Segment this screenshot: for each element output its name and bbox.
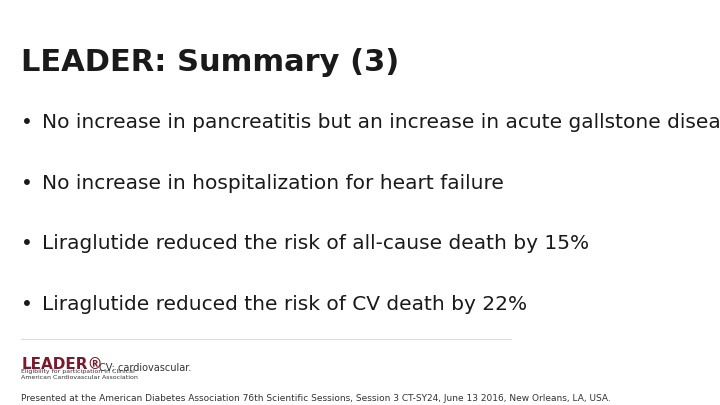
Text: LEADER: Summary (3): LEADER: Summary (3) — [22, 49, 400, 77]
Text: CV: cardiovascular.: CV: cardiovascular. — [99, 363, 191, 373]
Text: •: • — [22, 174, 33, 193]
Text: Eligibility for participation in Clinical
American Cardiovascular Association: Eligibility for participation in Clinica… — [22, 369, 138, 380]
Text: Liraglutide reduced the risk of all-cause death by 15%: Liraglutide reduced the risk of all-caus… — [42, 234, 589, 253]
Text: Presented at the American Diabetes Association 76th Scientific Sessions, Session: Presented at the American Diabetes Assoc… — [22, 394, 611, 403]
Text: Liraglutide reduced the risk of CV death by 22%: Liraglutide reduced the risk of CV death… — [42, 295, 526, 314]
Text: •: • — [22, 234, 33, 253]
Text: •: • — [22, 295, 33, 314]
Text: •: • — [22, 113, 33, 132]
Text: No increase in pancreatitis but an increase in acute gallstone disease: No increase in pancreatitis but an incre… — [42, 113, 720, 132]
Text: No increase in hospitalization for heart failure: No increase in hospitalization for heart… — [42, 174, 503, 193]
Text: LEADER®: LEADER® — [22, 357, 103, 372]
